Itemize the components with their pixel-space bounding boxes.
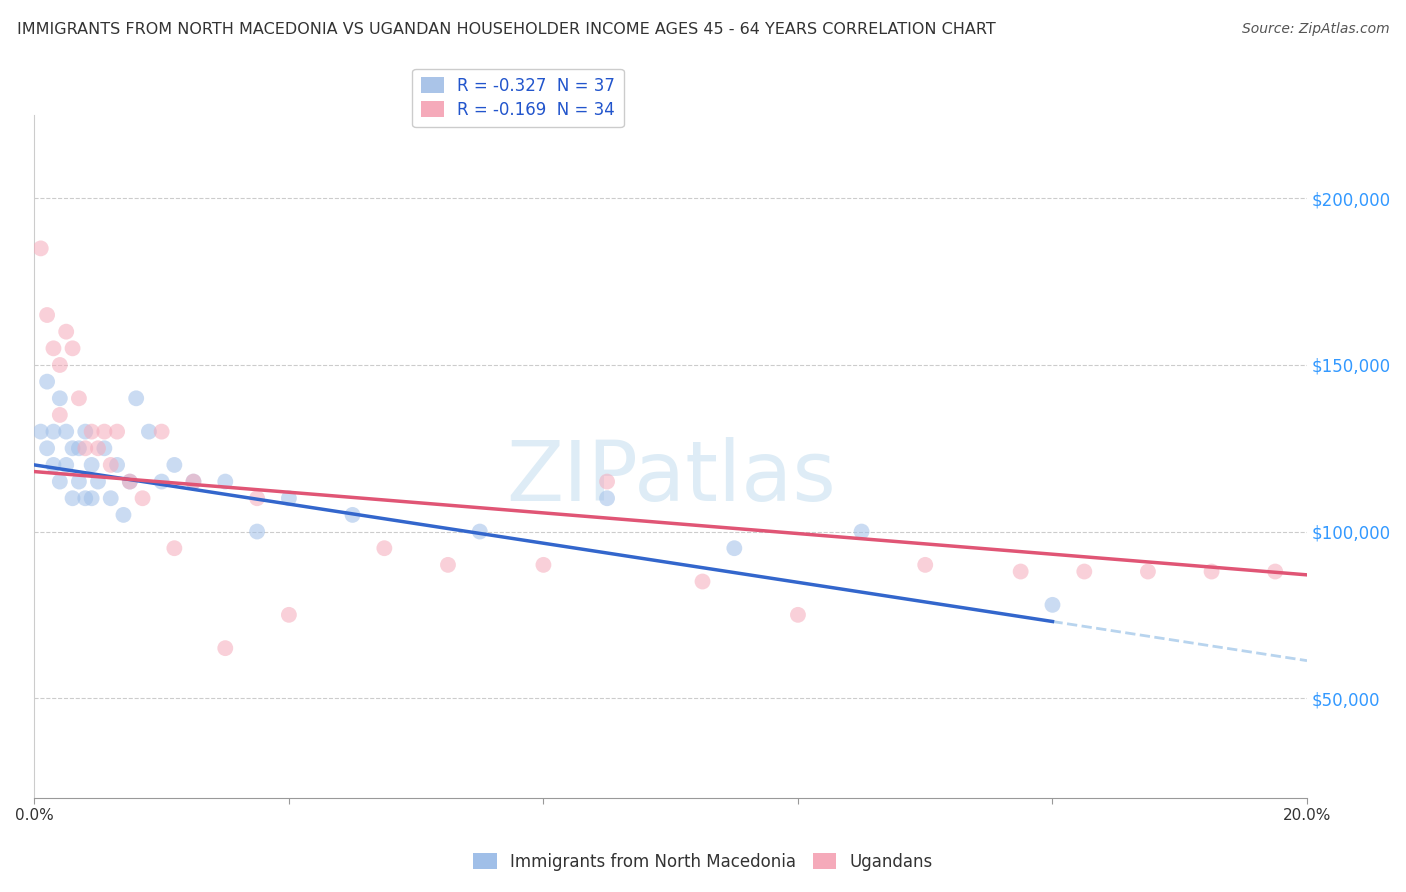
Text: IMMIGRANTS FROM NORTH MACEDONIA VS UGANDAN HOUSEHOLDER INCOME AGES 45 - 64 YEARS: IMMIGRANTS FROM NORTH MACEDONIA VS UGAND… bbox=[17, 22, 995, 37]
Point bbox=[100, 458, 122, 472]
Point bbox=[1042, 598, 1064, 612]
Point bbox=[37, 442, 59, 456]
Point bbox=[787, 607, 810, 622]
Point bbox=[342, 508, 364, 522]
Point bbox=[1010, 565, 1032, 579]
Point bbox=[1136, 565, 1159, 579]
Point bbox=[80, 425, 103, 439]
Point bbox=[112, 508, 135, 522]
Point bbox=[1073, 565, 1095, 579]
Point bbox=[183, 475, 205, 489]
Point bbox=[30, 425, 52, 439]
Point bbox=[246, 524, 269, 539]
Point bbox=[67, 475, 90, 489]
Point bbox=[62, 442, 84, 456]
Point bbox=[105, 458, 128, 472]
Point bbox=[138, 425, 160, 439]
Point bbox=[93, 425, 115, 439]
Point bbox=[93, 442, 115, 456]
Point bbox=[37, 375, 59, 389]
Point bbox=[67, 442, 90, 456]
Point bbox=[55, 325, 77, 339]
Point bbox=[183, 475, 205, 489]
Point bbox=[75, 442, 97, 456]
Point bbox=[105, 425, 128, 439]
Point bbox=[468, 524, 491, 539]
Point bbox=[914, 558, 936, 572]
Point bbox=[214, 641, 236, 656]
Point bbox=[277, 607, 299, 622]
Point bbox=[42, 342, 65, 356]
Point bbox=[118, 475, 141, 489]
Point bbox=[49, 408, 72, 422]
Point bbox=[150, 475, 173, 489]
Point bbox=[118, 475, 141, 489]
Legend: R = -0.327  N = 37, R = -0.169  N = 34: R = -0.327 N = 37, R = -0.169 N = 34 bbox=[412, 69, 624, 128]
Point bbox=[692, 574, 714, 589]
Point bbox=[100, 491, 122, 506]
Point bbox=[277, 491, 299, 506]
Point bbox=[80, 458, 103, 472]
Point bbox=[437, 558, 460, 572]
Point bbox=[131, 491, 153, 506]
Point bbox=[150, 425, 173, 439]
Point bbox=[214, 475, 236, 489]
Point bbox=[62, 491, 84, 506]
Text: Source: ZipAtlas.com: Source: ZipAtlas.com bbox=[1241, 22, 1389, 37]
Point bbox=[533, 558, 555, 572]
Point bbox=[37, 308, 59, 322]
Point bbox=[49, 358, 72, 372]
Point bbox=[75, 425, 97, 439]
Legend: Immigrants from North Macedonia, Ugandans: Immigrants from North Macedonia, Ugandan… bbox=[465, 845, 941, 880]
Point bbox=[87, 442, 110, 456]
Point bbox=[49, 392, 72, 406]
Point bbox=[55, 458, 77, 472]
Point bbox=[596, 491, 619, 506]
Point bbox=[1264, 565, 1286, 579]
Point bbox=[87, 475, 110, 489]
Point bbox=[30, 241, 52, 255]
Point bbox=[246, 491, 269, 506]
Point bbox=[851, 524, 873, 539]
Point bbox=[596, 475, 619, 489]
Point bbox=[163, 541, 186, 556]
Point bbox=[163, 458, 186, 472]
Point bbox=[62, 342, 84, 356]
Point bbox=[49, 475, 72, 489]
Point bbox=[75, 491, 97, 506]
Point bbox=[723, 541, 745, 556]
Point bbox=[42, 425, 65, 439]
Point bbox=[42, 458, 65, 472]
Text: ZIPatlas: ZIPatlas bbox=[506, 436, 835, 517]
Point bbox=[55, 425, 77, 439]
Point bbox=[80, 491, 103, 506]
Point bbox=[1201, 565, 1223, 579]
Point bbox=[125, 392, 148, 406]
Point bbox=[67, 392, 90, 406]
Point bbox=[373, 541, 395, 556]
